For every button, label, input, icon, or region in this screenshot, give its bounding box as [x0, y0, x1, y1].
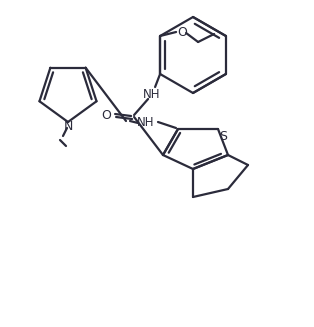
Text: O: O	[177, 26, 187, 39]
Text: N: N	[63, 119, 73, 132]
Text: S: S	[219, 130, 227, 144]
Text: NH: NH	[137, 116, 155, 129]
Text: O: O	[101, 109, 111, 122]
Text: NH: NH	[143, 88, 161, 100]
